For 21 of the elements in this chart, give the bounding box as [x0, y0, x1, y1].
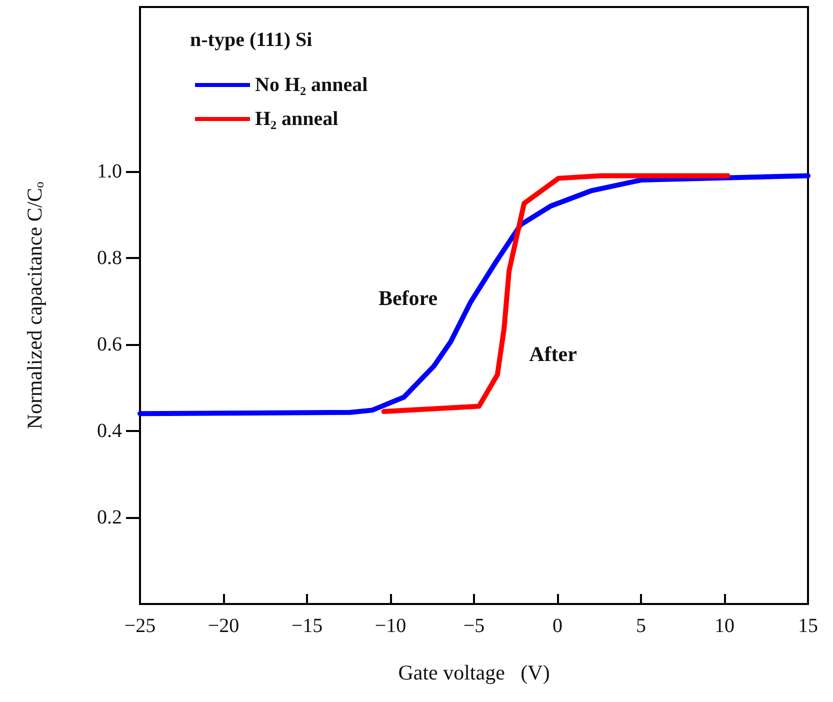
x-tick-label: 10 — [714, 615, 734, 637]
x-tick-label: 5 — [636, 615, 646, 637]
x-tick-label: 0 — [552, 615, 562, 637]
legend-title: n-type (111) Si — [190, 29, 313, 51]
y-tick-label: 0.2 — [97, 506, 122, 528]
y-tick-label: 0.4 — [97, 420, 122, 442]
annotation: After — [529, 342, 577, 366]
y-tick-label: 0.6 — [97, 333, 122, 356]
x-axis-title: Gate voltage (V) — [398, 660, 550, 684]
annotation: Before — [378, 286, 438, 310]
x-tick-label: −10 — [374, 615, 406, 637]
x-tick-label: −25 — [124, 615, 156, 637]
legend-label: No H₂ anneal — [255, 74, 368, 96]
x-tick-label: −20 — [208, 615, 240, 637]
y-tick-label: 0.8 — [97, 246, 122, 269]
x-tick-label: −15 — [291, 615, 323, 637]
x-tick-label: −5 — [463, 615, 485, 637]
y-tick-label: 1.0 — [97, 160, 122, 182]
legend-label: H₂ anneal — [255, 108, 339, 130]
y-axis-title: Normalized capacitance C/Cₒ — [22, 182, 46, 430]
x-tick-label: 15 — [798, 615, 818, 637]
